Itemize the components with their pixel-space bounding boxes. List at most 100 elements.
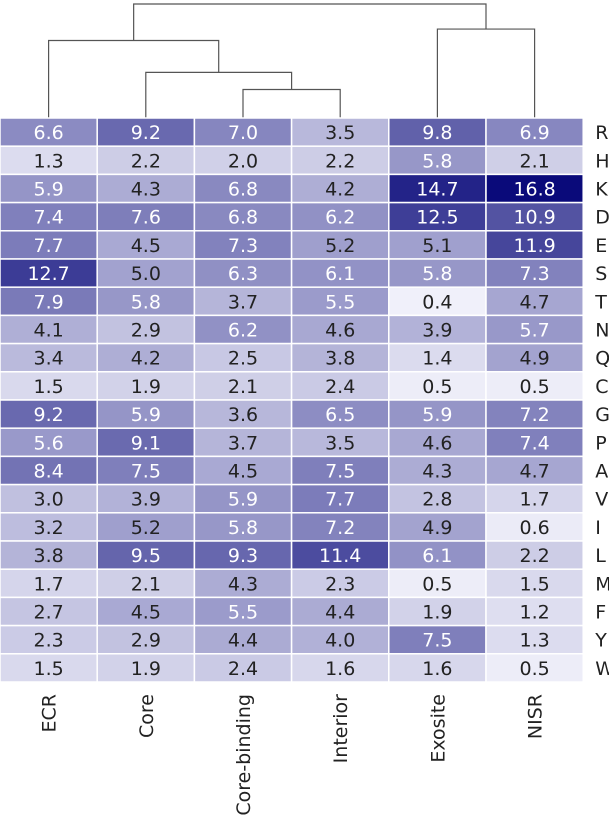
- cell-value-label: 2.1: [519, 150, 549, 172]
- cell-value-label: 1.7: [519, 489, 549, 511]
- row-label-Y: Y: [594, 630, 607, 652]
- cell-value-label: 5.0: [131, 263, 161, 285]
- heatmap-cell-F-Exosite: [388, 596, 487, 627]
- heatmap-cell-F-Core: [96, 596, 196, 627]
- heatmap-cell-W-Exosite: [388, 653, 487, 683]
- cell-value-label: 1.9: [131, 376, 161, 398]
- heatmap-cell-I-Core-binding: [193, 512, 293, 542]
- heatmap-cell-I-NISR: [485, 512, 584, 542]
- cell-value-label: 0.4: [422, 291, 452, 313]
- heatmap-cell-W-NISR: [485, 653, 584, 683]
- cell-value-label: 5.7: [519, 320, 549, 342]
- heatmap-cell-D-Core: [96, 201, 196, 232]
- cell-value-label: 4.3: [131, 179, 161, 201]
- row-label-A: A: [595, 461, 608, 483]
- heatmap-cell-C-Core-binding: [193, 371, 293, 401]
- heatmap-cell-S-NISR: [485, 258, 584, 288]
- heatmap-cell-N-Core: [96, 314, 196, 345]
- cell-value-label: 3.9: [131, 489, 161, 511]
- cell-value-label: 2.5: [228, 348, 258, 370]
- row-label-T: T: [594, 291, 607, 313]
- heatmap-cell-H-Interior: [290, 145, 390, 176]
- cell-value-label: 4.6: [422, 432, 452, 454]
- row-label-C: C: [595, 376, 608, 398]
- row-label-G: G: [595, 404, 609, 426]
- heatmap-cell-G-Exosite: [388, 399, 487, 429]
- heatmap-cell-F-Core-binding: [193, 596, 293, 627]
- heatmap-cell-E-NISR: [485, 230, 584, 260]
- cell-value-label: 9.2: [131, 122, 161, 144]
- cell-value-label: 6.2: [228, 320, 258, 342]
- heatmap-cell-W-Interior: [290, 653, 390, 683]
- heatmap-cell-M-Core: [96, 568, 196, 599]
- heatmap-cell-A-Interior: [290, 455, 390, 486]
- cell-value-label: 3.8: [325, 348, 355, 370]
- cell-value-label: 6.1: [325, 263, 355, 285]
- heatmap-cell-L-NISR: [485, 540, 584, 570]
- cell-value-label: 7.3: [228, 235, 258, 257]
- cell-value-label: 1.9: [422, 602, 452, 624]
- row-label-F: F: [595, 602, 606, 624]
- cell-value-label: 7.5: [131, 461, 161, 483]
- heatmap-cell-M-Exosite: [388, 568, 487, 599]
- cell-value-label: 7.2: [519, 404, 549, 426]
- heatmap-cell-D-Interior: [290, 201, 390, 232]
- row-label-K: K: [595, 179, 608, 201]
- cell-value-label: 4.9: [519, 348, 549, 370]
- heatmap-cell-G-Core: [96, 399, 196, 429]
- heatmap-cell-D-ECR: [0, 201, 98, 232]
- cell-value-label: 4.7: [519, 291, 549, 313]
- cell-value-label: 1.9: [131, 658, 161, 680]
- row-label-W: W: [595, 658, 609, 680]
- cell-value-label: 3.5: [325, 122, 355, 144]
- cell-value-label: 5.2: [325, 235, 355, 257]
- heatmap-cell-P-NISR: [485, 427, 584, 458]
- heatmap-cell-A-ECR: [0, 455, 98, 486]
- heatmap-cell-L-ECR: [0, 540, 98, 570]
- cell-value-label: 9.8: [422, 122, 452, 144]
- cell-value-label: 4.5: [131, 602, 161, 624]
- cell-value-label: 2.7: [33, 602, 63, 624]
- cell-value-label: 2.8: [422, 489, 452, 511]
- dendrogram-branch: [145, 71, 293, 118]
- cell-value-label: 4.9: [422, 517, 452, 539]
- cell-value-label: 3.0: [33, 489, 63, 511]
- cell-value-label: 4.7: [519, 461, 549, 483]
- cell-value-label: 4.6: [325, 320, 355, 342]
- row-label-L: L: [595, 545, 606, 567]
- cell-value-label: 11.4: [319, 545, 361, 567]
- cell-value-label: 6.6: [33, 122, 63, 144]
- cell-value-label: 4.1: [33, 320, 63, 342]
- cell-value-label: 7.4: [519, 432, 549, 454]
- column-label-core: Core: [136, 694, 158, 738]
- cell-value-label: 6.5: [325, 404, 355, 426]
- cell-value-label: 0.5: [422, 573, 452, 595]
- cell-value-label: 4.2: [325, 179, 355, 201]
- heatmap-cell-Y-ECR: [0, 624, 98, 655]
- heatmap-cell-A-NISR: [485, 455, 584, 486]
- heatmap-cell-H-Core-binding: [193, 145, 293, 176]
- row-label-D: D: [595, 207, 609, 229]
- cell-value-label: 7.5: [325, 461, 355, 483]
- row-label-N: N: [595, 320, 609, 342]
- heatmap-cell-P-Exosite: [388, 427, 487, 458]
- cell-value-label: 16.8: [513, 179, 555, 201]
- cell-value-label: 2.4: [325, 376, 355, 398]
- column-label-interior: Interior: [330, 694, 352, 763]
- heatmap-cell-G-NISR: [485, 399, 584, 429]
- cell-value-label: 3.6: [228, 404, 258, 426]
- cell-value-label: 4.3: [228, 573, 258, 595]
- cell-value-label: 5.2: [131, 517, 161, 539]
- heatmap-cell-Q-Core-binding: [193, 342, 293, 373]
- cell-value-label: 5.8: [131, 291, 161, 313]
- dendrogram-branch: [48, 39, 220, 118]
- cell-value-label: 7.5: [422, 630, 452, 652]
- row-label-S: S: [595, 263, 607, 285]
- cell-value-label: 4.2: [131, 348, 161, 370]
- cell-value-label: 6.8: [228, 179, 258, 201]
- cell-value-label: 3.8: [33, 545, 63, 567]
- cell-value-label: 7.7: [325, 489, 355, 511]
- cell-value-label: 5.6: [33, 432, 63, 454]
- heatmap-cell-Q-Interior: [290, 342, 390, 373]
- cell-value-label: 5.8: [422, 150, 452, 172]
